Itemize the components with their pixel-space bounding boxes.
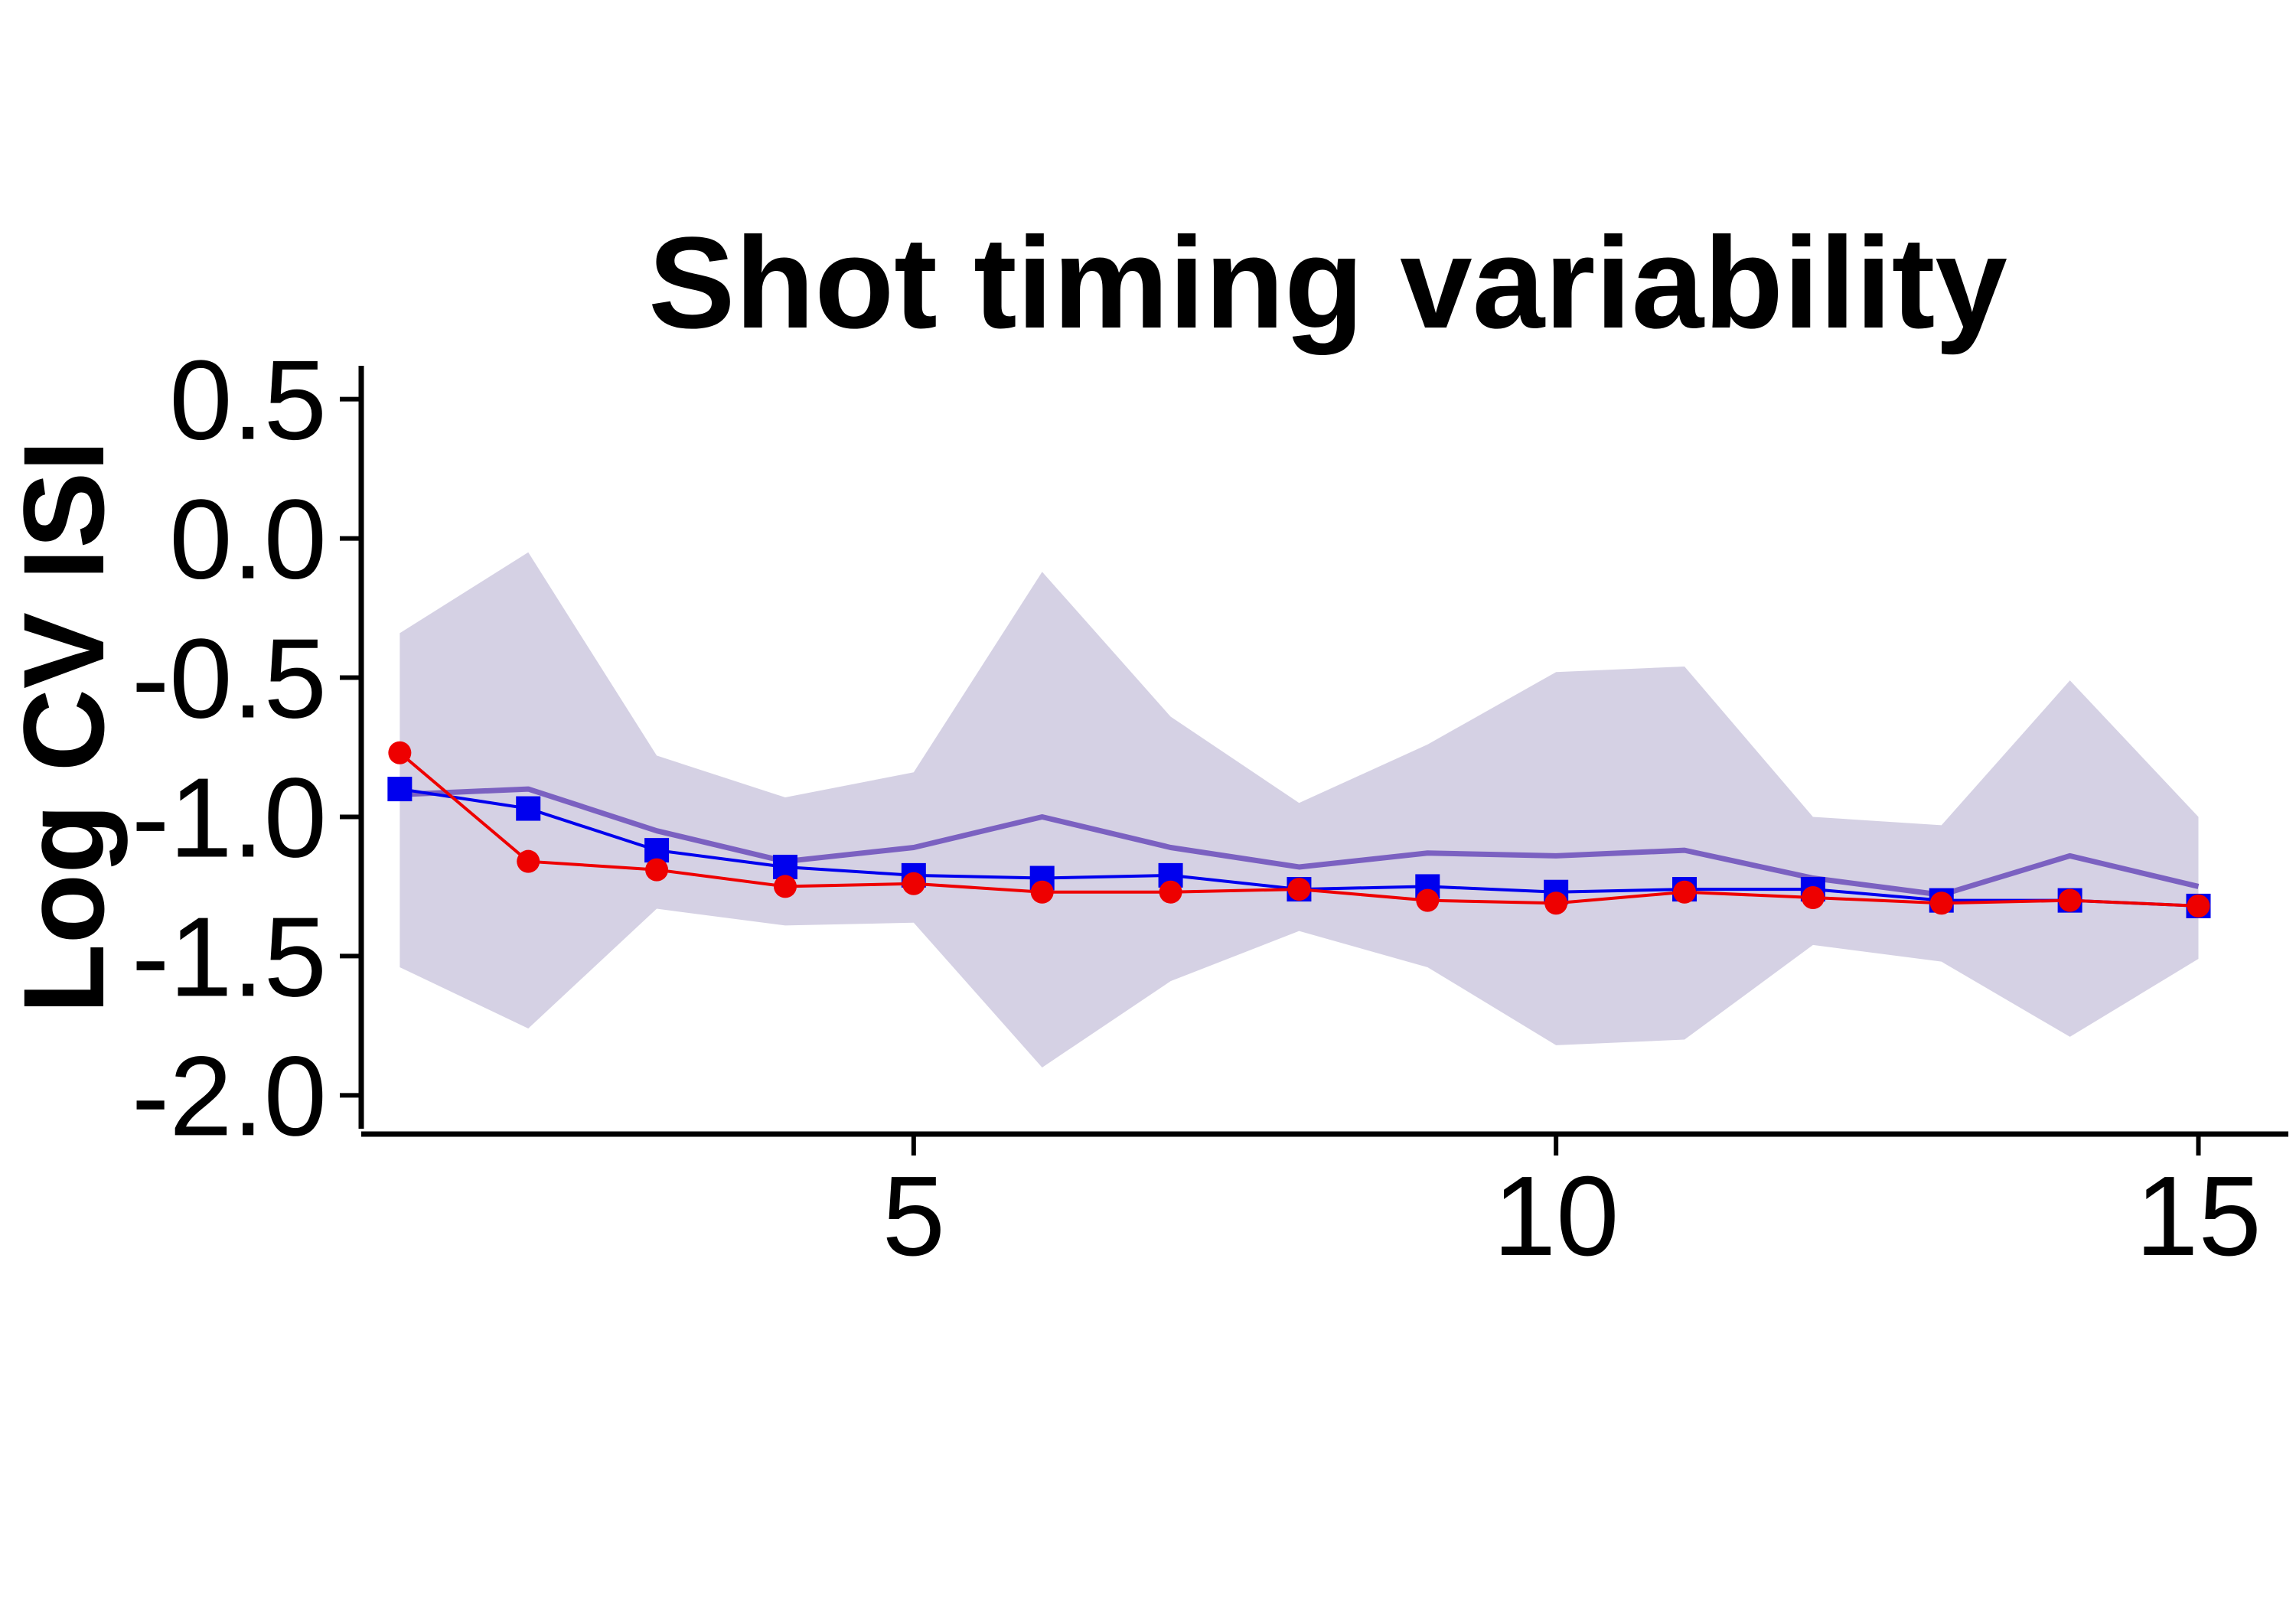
- x-tick-label: 10: [1493, 1153, 1619, 1279]
- chart-title: Shot timing variability: [648, 210, 2007, 356]
- y-tick-label: 0.0: [169, 477, 327, 603]
- y-tick-label: -0.5: [132, 616, 327, 742]
- series-3-point: [517, 849, 540, 873]
- series-layer: [387, 741, 2211, 918]
- series-3-point: [645, 858, 669, 882]
- y-axis-label: Log CV ISI: [0, 440, 128, 1014]
- y-tick-label: -2.0: [132, 1033, 327, 1159]
- y-tick-label: -1.5: [132, 894, 327, 1020]
- confidence-band: [400, 552, 2199, 1068]
- y-tick-label: 0.5: [169, 337, 327, 464]
- series-3-point: [1673, 880, 1697, 904]
- y-axis-ticks: 0.5 0.0 -0.5 -1.0 -1.5 -2.0: [132, 337, 361, 1159]
- series-3-point: [2187, 894, 2210, 918]
- series-1: [400, 786, 2200, 898]
- series-3-point: [1929, 892, 1953, 915]
- series-2-point: [387, 777, 413, 802]
- series-3-point: [1287, 878, 1311, 901]
- series-3-point: [1159, 880, 1182, 904]
- series-3-point: [1544, 892, 1568, 915]
- series-1-line: [400, 786, 2200, 898]
- series-3-point: [1801, 885, 1825, 909]
- series-3-point: [388, 741, 412, 764]
- x-tick-label: 5: [882, 1153, 945, 1279]
- series-3-point: [1416, 888, 1440, 912]
- series-3-point: [902, 872, 925, 895]
- series-3-point: [1030, 880, 1054, 904]
- series-3-point: [773, 875, 797, 898]
- confidence-band-layer: [400, 552, 2199, 1068]
- x-axis-ticks: 5 10 15: [882, 1134, 2262, 1279]
- series-3: [388, 741, 2210, 918]
- series-3-point: [2058, 888, 2082, 912]
- series-2-point: [516, 796, 541, 821]
- y-tick-label: -1.0: [132, 755, 327, 881]
- x-tick-label: 15: [2135, 1153, 2262, 1279]
